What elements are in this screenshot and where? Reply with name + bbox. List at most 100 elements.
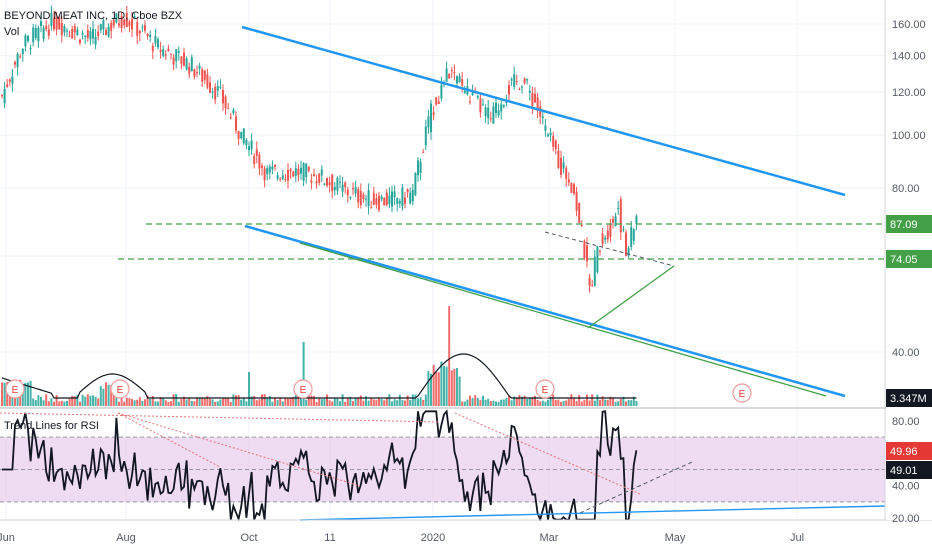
volume-bar (284, 397, 287, 406)
volume-bar (622, 396, 625, 406)
volume-bar (339, 401, 341, 406)
volume-bar (112, 386, 115, 406)
volume-bar (232, 394, 235, 406)
volume-bar (89, 395, 92, 406)
candle-body (497, 110, 500, 116)
volume-bar (497, 401, 500, 406)
candle-body (635, 216, 638, 224)
candle-body (479, 98, 482, 113)
volume-bar (539, 401, 542, 406)
earnings-marker-label: E (542, 385, 549, 396)
volume-bar (580, 401, 583, 406)
volume-bar (448, 306, 451, 406)
candle-body (209, 82, 211, 93)
candle-body (580, 224, 583, 226)
candle-body (461, 79, 464, 86)
candle-body (34, 28, 37, 39)
price-tag-box (886, 215, 932, 233)
price-tick-label: 160.00 (892, 19, 926, 31)
candle-body (128, 21, 131, 26)
volume-bar (534, 395, 536, 406)
volume-bar (68, 398, 71, 406)
volume-bar (131, 398, 133, 406)
volume-bar (328, 400, 331, 406)
volume-bar (305, 399, 308, 406)
volume-bar (632, 396, 635, 406)
volume-bar (47, 401, 50, 406)
candle-body (133, 16, 136, 19)
candle-body (37, 27, 40, 42)
volume-bar (255, 400, 258, 406)
candle-body (201, 69, 204, 82)
volume-bar (154, 401, 157, 406)
candle-body (396, 198, 399, 204)
volume-bar (474, 395, 477, 406)
candle-body (445, 68, 448, 82)
candle-body (196, 72, 198, 74)
earnings-marker (110, 379, 130, 399)
candle-body (406, 189, 409, 193)
candle-body (593, 256, 596, 286)
volume-bar (593, 400, 596, 406)
volume-bar (391, 401, 393, 406)
candle-body (432, 112, 435, 115)
candle-body (190, 57, 193, 72)
candle-body (149, 34, 152, 38)
time-axis-bg[interactable] (0, 521, 886, 550)
candle-body (510, 79, 513, 81)
candle-body (58, 16, 61, 30)
volume-bar (479, 400, 482, 406)
candle-body (586, 245, 588, 262)
price-tags: 87.09 74.05 3.347M 49.96 49.01 (886, 215, 932, 479)
candle-body (63, 26, 66, 33)
candle-body (630, 226, 633, 247)
volume-bar (297, 394, 300, 406)
candle-body (92, 28, 94, 39)
candle-body (107, 26, 110, 37)
candle-body (146, 33, 149, 37)
candle-body (50, 12, 53, 26)
drawings (118, 25, 885, 398)
candle-body (242, 128, 245, 144)
candle-body (622, 229, 625, 231)
volume-bar (414, 394, 417, 406)
volume-bar (536, 400, 539, 406)
volume-bar (372, 399, 375, 406)
candle-body (599, 250, 601, 252)
volume-bar (365, 396, 367, 406)
volume-bar (422, 399, 425, 406)
candle-body (287, 170, 289, 181)
earnings-marker (732, 383, 752, 403)
volume-bar (432, 365, 435, 406)
volume-bar (268, 395, 271, 406)
candle-body (575, 191, 578, 211)
candle-body (404, 197, 406, 204)
candle-body (583, 240, 586, 259)
volume-bar (219, 399, 222, 406)
volume-bar (34, 400, 37, 406)
volume-bar (349, 396, 352, 406)
volume-bar (424, 394, 427, 406)
candle-body (596, 246, 599, 272)
rsi-trendline-c (454, 412, 641, 495)
volume-bar (562, 400, 565, 406)
volume-bar (190, 400, 193, 406)
volume-bar (443, 366, 445, 406)
candle-body (105, 29, 107, 36)
candle-body (565, 168, 568, 179)
candle-body (526, 78, 529, 81)
volume-bar (198, 398, 201, 406)
candle-body (162, 49, 165, 57)
volume-bar (560, 401, 562, 406)
time-tick-label: May (665, 532, 686, 544)
candle-body (463, 90, 466, 93)
volume-bar (380, 399, 383, 406)
rsi-tick-label: 40.00 (892, 481, 920, 493)
volume-bar (29, 380, 32, 406)
volume-bar (149, 398, 152, 406)
candle-body (97, 31, 100, 37)
candle-body (110, 22, 113, 31)
volume-bar (110, 385, 113, 406)
volume-bar (71, 395, 74, 406)
